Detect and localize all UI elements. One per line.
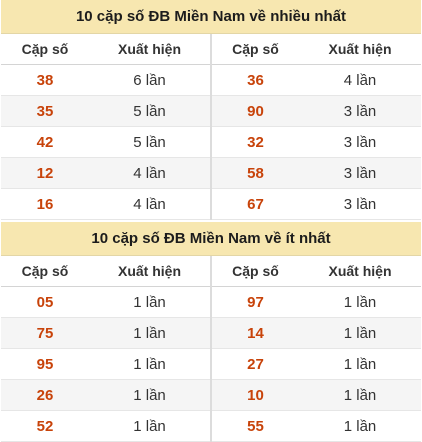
pair-number: 58	[211, 157, 299, 189]
pair-number: 95	[1, 348, 89, 380]
column-header-pair: Cặp số	[1, 34, 89, 65]
appearance-count: 1 lần	[89, 317, 212, 349]
column-header-pair: Cặp số	[1, 256, 89, 287]
least-frequent-table: Cặp số Xuất hiện Cặp số Xuất hiện 05 1 l…	[1, 256, 421, 442]
appearance-count: 1 lần	[299, 348, 421, 380]
table-row: 52 1 lần 55 1 lần	[1, 410, 421, 442]
table-row: 75 1 lần 14 1 lần	[1, 317, 421, 349]
pair-number: 90	[211, 95, 299, 127]
appearance-count: 3 lần	[299, 157, 421, 189]
appearance-count: 1 lần	[299, 317, 421, 349]
pair-number: 26	[1, 379, 89, 411]
column-header-pair: Cặp số	[211, 256, 299, 287]
pair-number: 10	[211, 379, 299, 411]
appearance-count: 1 lần	[89, 379, 212, 411]
table-row: 38 6 lần 36 4 lần	[1, 64, 421, 96]
appearance-count: 4 lần	[299, 64, 421, 96]
column-header-count: Xuất hiện	[89, 256, 212, 287]
section-title: 10 cặp số ĐB Miền Nam về nhiều nhất	[1, 0, 421, 34]
table-row: 35 5 lần 90 3 lần	[1, 95, 421, 127]
table-row: 42 5 lần 32 3 lần	[1, 126, 421, 158]
least-frequent-section: 10 cặp số ĐB Miền Nam về ít nhất Cặp số …	[1, 222, 421, 442]
table-row: 26 1 lần 10 1 lần	[1, 379, 421, 411]
appearance-count: 1 lần	[299, 410, 421, 442]
pair-number: 55	[211, 410, 299, 442]
table-row: 95 1 lần 27 1 lần	[1, 348, 421, 380]
section-title: 10 cặp số ĐB Miền Nam về ít nhất	[1, 222, 421, 256]
pair-number: 35	[1, 95, 89, 127]
appearance-count: 1 lần	[89, 410, 212, 442]
column-header-count: Xuất hiện	[299, 34, 421, 65]
pair-number: 27	[211, 348, 299, 380]
appearance-count: 5 lần	[89, 126, 212, 158]
appearance-count: 3 lần	[299, 126, 421, 158]
appearance-count: 1 lần	[89, 286, 212, 318]
most-frequent-table: Cặp số Xuất hiện Cặp số Xuất hiện 38 6 l…	[1, 34, 421, 220]
pair-number: 67	[211, 188, 299, 220]
table-row: 12 4 lần 58 3 lần	[1, 157, 421, 189]
appearance-count: 4 lần	[89, 188, 212, 220]
column-header-pair: Cặp số	[211, 34, 299, 65]
pair-number: 14	[211, 317, 299, 349]
appearance-count: 3 lần	[299, 188, 421, 220]
table-header-row: Cặp số Xuất hiện Cặp số Xuất hiện	[1, 256, 421, 287]
most-frequent-section: 10 cặp số ĐB Miền Nam về nhiều nhất Cặp …	[1, 0, 421, 220]
pair-number: 97	[211, 286, 299, 318]
appearance-count: 3 lần	[299, 95, 421, 127]
column-header-count: Xuất hiện	[89, 34, 212, 65]
appearance-count: 1 lần	[89, 348, 212, 380]
appearance-count: 1 lần	[299, 286, 421, 318]
pair-number: 42	[1, 126, 89, 158]
pair-number: 16	[1, 188, 89, 220]
appearance-count: 1 lần	[299, 379, 421, 411]
table-header-row: Cặp số Xuất hiện Cặp số Xuất hiện	[1, 34, 421, 65]
pair-number: 52	[1, 410, 89, 442]
pair-number: 38	[1, 64, 89, 96]
pair-number: 32	[211, 126, 299, 158]
pair-number: 36	[211, 64, 299, 96]
appearance-count: 4 lần	[89, 157, 212, 189]
pair-number: 12	[1, 157, 89, 189]
pair-number: 75	[1, 317, 89, 349]
appearance-count: 6 lần	[89, 64, 212, 96]
table-row: 16 4 lần 67 3 lần	[1, 188, 421, 220]
table-row: 05 1 lần 97 1 lần	[1, 286, 421, 318]
appearance-count: 5 lần	[89, 95, 212, 127]
pair-number: 05	[1, 286, 89, 318]
column-header-count: Xuất hiện	[299, 256, 421, 287]
